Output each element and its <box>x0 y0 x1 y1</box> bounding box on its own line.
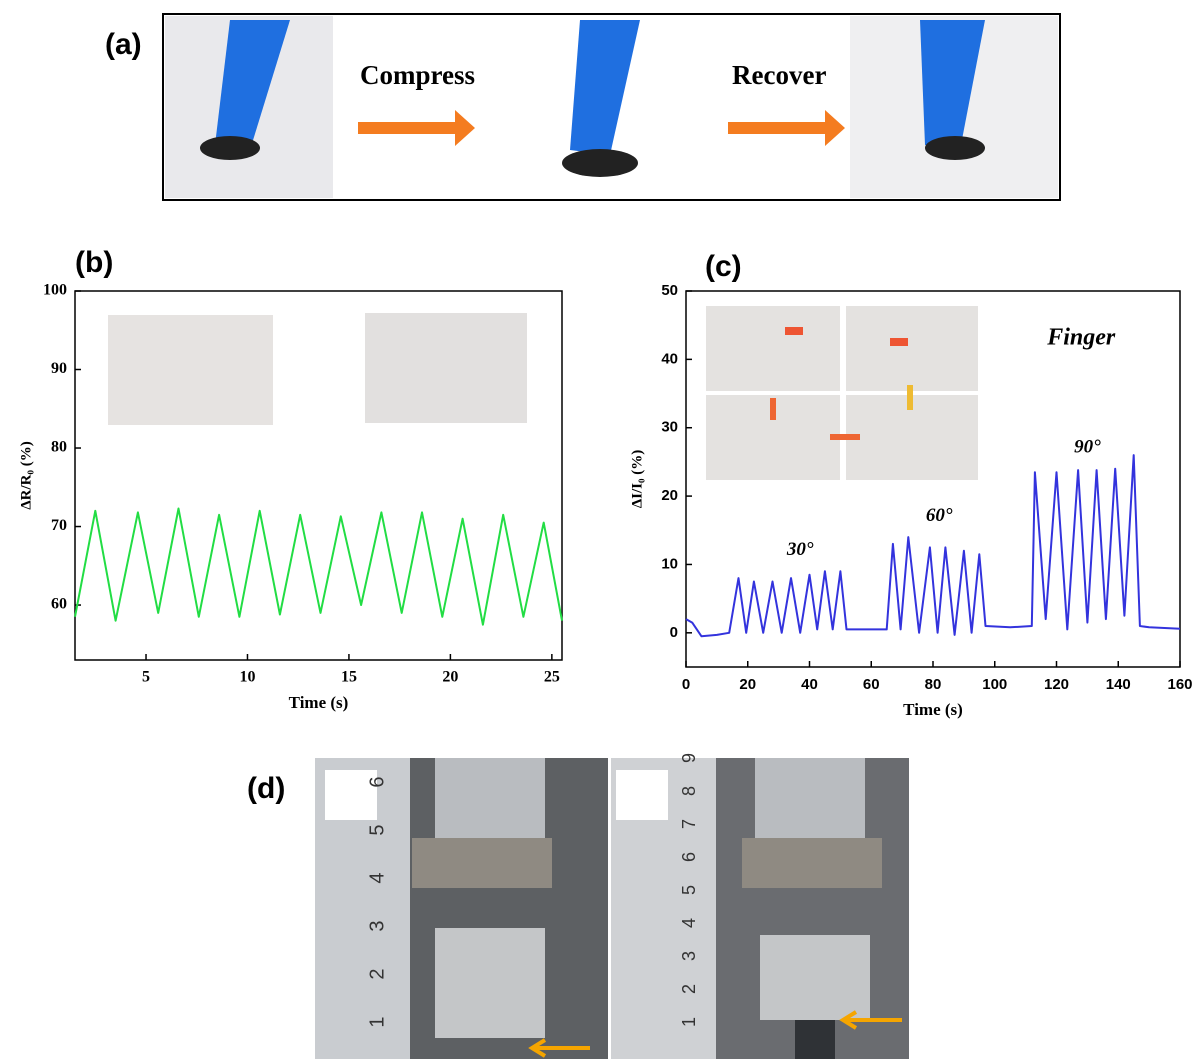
panel-label: (a) <box>105 28 142 61</box>
y-axis-label: ΔR/R₀ (%) <box>18 441 34 509</box>
y-tick-label: 0 <box>670 624 678 641</box>
x-tick-label: 25 <box>544 669 560 686</box>
x-tick-label: 20 <box>442 669 458 686</box>
figure: (a) Compress Recover (b) (c) (d) <box>0 0 1196 1059</box>
x-axis-label: Time (s) <box>903 700 963 719</box>
annotation: 30° <box>786 539 814 560</box>
x-tick-label: 5 <box>142 669 150 686</box>
ruler-number: 6 <box>679 852 699 862</box>
data-line <box>75 509 562 625</box>
ruler-number: 2 <box>366 968 388 979</box>
x-tick-label: 160 <box>1167 676 1192 693</box>
x-tick-label: 0 <box>682 676 690 693</box>
ruler-number: 6 <box>366 776 388 787</box>
ruler-number: 7 <box>679 819 699 829</box>
x-tick-label: 120 <box>1044 676 1069 693</box>
y-tick-label: 50 <box>661 282 678 299</box>
annotation: 60° <box>926 505 953 526</box>
ruler-number: 5 <box>679 885 699 895</box>
annotation: 90° <box>1074 437 1101 458</box>
page: (a) Compress Recover (b) (c) (d) <box>0 0 1196 1064</box>
y-tick-label: 10 <box>661 555 678 572</box>
x-axis-label: Time (s) <box>289 693 349 712</box>
y-tick-label: 30 <box>661 419 678 436</box>
panel-label: (c) <box>705 250 742 283</box>
x-tick-label: 20 <box>739 676 756 693</box>
inset-photo-grid <box>706 306 978 480</box>
x-tick-label: 40 <box>801 676 818 693</box>
y-tick-label: 90 <box>51 360 67 377</box>
ruler-number: 2 <box>679 984 699 994</box>
x-tick-label: 100 <box>982 676 1007 693</box>
y-tick-label: 40 <box>661 350 678 367</box>
y-axis-label: ΔI/I₀ (%) <box>629 450 645 508</box>
panel-label: (d) <box>247 772 285 805</box>
ruler-number: 5 <box>366 824 388 835</box>
step-label: Recover <box>732 60 826 90</box>
ruler-number: 4 <box>679 918 699 928</box>
y-tick-label: 80 <box>51 439 67 456</box>
x-tick-label: 80 <box>925 676 942 693</box>
panel-label: (b) <box>75 246 113 279</box>
step-label: Compress <box>360 60 475 90</box>
y-tick-label: 100 <box>43 282 67 299</box>
x-tick-label: 60 <box>863 676 880 693</box>
ruler-number: 3 <box>366 920 388 931</box>
y-tick-label: 70 <box>51 517 67 534</box>
ruler-number: 9 <box>679 753 699 763</box>
ruler-number: 1 <box>366 1016 388 1027</box>
annotation: Finger <box>1046 324 1116 350</box>
ruler-number: 4 <box>366 872 388 883</box>
inset-photo <box>365 313 527 423</box>
x-tick-label: 10 <box>239 669 255 686</box>
x-tick-label: 15 <box>341 669 357 686</box>
y-tick-label: 20 <box>661 487 678 504</box>
ruler-number: 8 <box>679 786 699 796</box>
y-tick-label: 60 <box>51 596 67 613</box>
ruler-number: 1 <box>679 1017 699 1027</box>
inset-photo <box>108 315 273 425</box>
x-tick-label: 140 <box>1106 676 1131 693</box>
ruler-number: 3 <box>679 951 699 961</box>
data-line <box>686 455 1180 636</box>
